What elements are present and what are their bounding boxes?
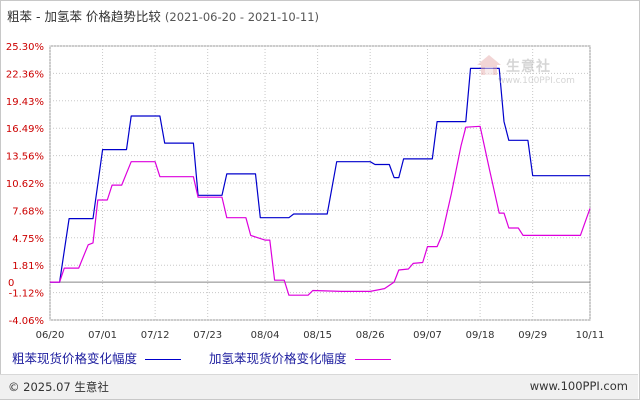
title-text: 粗苯 - 加氢苯 价格趋势比较 (7, 9, 161, 24)
y-tick-label: -4.06% (9, 316, 44, 327)
legend-label-crude-benzene: 粗苯现货价格变化幅度 (12, 351, 138, 366)
y-tick-label: 7.68% (12, 206, 44, 217)
footer-site-link[interactable]: www.100PPI.com (529, 379, 628, 393)
footer-copyright: © 2025.07 生意社 (8, 380, 109, 394)
title-date-range: (2021-06-20 - 2021-10-11) (164, 10, 320, 24)
chart-legend: 粗苯现货价格变化幅度 加氢苯现货价格变化幅度 (12, 348, 415, 367)
y-tick-label: 1.81% (12, 261, 44, 272)
house-logo-icon (477, 55, 501, 75)
x-tick-label: 06/20 (36, 330, 65, 341)
y-tick-label: 10.62% (6, 179, 44, 190)
y-tick-label: 19.43% (6, 97, 44, 108)
x-tick-label: 08/26 (356, 330, 385, 341)
y-tick-label: -1.12% (9, 289, 44, 300)
y-tick-label: 25.30% (6, 42, 44, 53)
x-tick-label: 08/15 (303, 330, 332, 341)
x-tick-label: 10/11 (576, 330, 605, 341)
x-tick-label: 07/12 (141, 330, 170, 341)
x-tick-label: 09/18 (466, 330, 495, 341)
y-zero-label: 0 (8, 278, 14, 289)
x-tick-label: 09/07 (413, 330, 442, 341)
y-tick-label: 4.75% (12, 234, 44, 245)
series-line-hydro-benzene (50, 125, 591, 296)
watermark-logo: 生意社 www.100PPI.com (476, 54, 586, 92)
legend-item-crude-benzene: 粗苯现货价格变化幅度 (12, 348, 182, 367)
legend-swatch-crude-benzene (145, 359, 182, 360)
x-tick-label: 09/29 (518, 330, 547, 341)
series-line-crude-benzene (50, 67, 590, 283)
watermark-name: 生意社 (506, 59, 551, 75)
legend-swatch-hydro-benzene (354, 359, 391, 360)
x-tick-label: 08/04 (251, 330, 280, 341)
y-tick-label: 16.49% (6, 124, 44, 135)
legend-label-hydro-benzene: 加氢苯现货价格变化幅度 (209, 351, 347, 366)
chart-title: 粗苯 - 加氢苯 价格趋势比较 (2021-06-20 - 2021-10-11… (7, 6, 319, 25)
watermark-url: www.100PPI.com (498, 76, 575, 86)
x-tick-label: 07/23 (193, 330, 222, 341)
x-tick-label: 07/01 (88, 330, 117, 341)
y-tick-label: 13.56% (6, 152, 44, 163)
legend-item-hydro-benzene: 加氢苯现货价格变化幅度 (209, 348, 391, 367)
footer-bar: © 2025.07 生意社 www.100PPI.com (0, 374, 638, 399)
y-tick-label: 22.36% (6, 69, 44, 80)
